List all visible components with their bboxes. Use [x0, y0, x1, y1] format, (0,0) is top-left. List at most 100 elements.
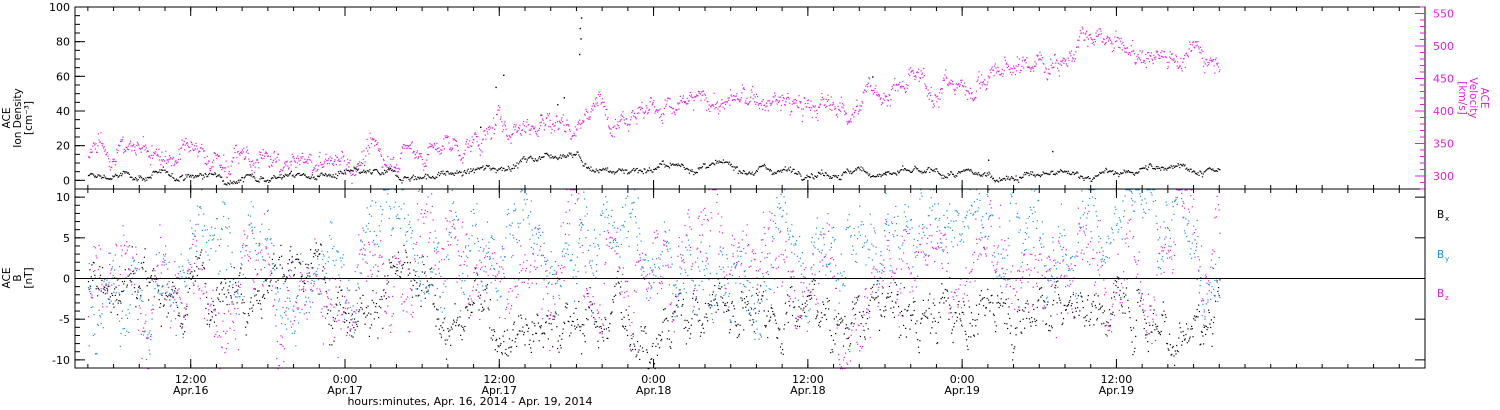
- data-point: [1109, 37, 1111, 39]
- data-point: [764, 109, 766, 112]
- data-point: [1086, 314, 1088, 316]
- data-point: [957, 84, 959, 86]
- data-point: [245, 244, 247, 247]
- data-point: [878, 302, 880, 304]
- data-point: [282, 306, 284, 309]
- data-point: [911, 171, 913, 173]
- data-point: [1037, 300, 1039, 302]
- data-point: [135, 306, 137, 308]
- data-point: [506, 169, 508, 171]
- data-point: [1173, 165, 1175, 167]
- data-point: [268, 285, 270, 287]
- data-point: [929, 92, 931, 94]
- data-point: [353, 167, 355, 169]
- data-point: [567, 320, 569, 322]
- data-point: [548, 112, 551, 115]
- data-point: [269, 281, 271, 283]
- data-point: [101, 176, 103, 178]
- data-point: [1087, 176, 1089, 178]
- data-point: [123, 171, 125, 173]
- data-point: [715, 311, 717, 313]
- data-point: [589, 169, 591, 171]
- data-point: [1014, 327, 1016, 329]
- data-point: [353, 175, 356, 177]
- data-point: [882, 102, 884, 104]
- data-point: [1134, 172, 1136, 174]
- data-point: [666, 317, 668, 319]
- data-point: [1032, 171, 1034, 173]
- data-point: [1074, 307, 1077, 309]
- data-point: [839, 102, 841, 104]
- data-point: [1185, 168, 1187, 170]
- data-point: [371, 299, 373, 301]
- data-point: [796, 105, 798, 107]
- data-point: [604, 169, 606, 171]
- data-point: [654, 368, 656, 370]
- data-point: [120, 302, 122, 304]
- data-point: [608, 330, 610, 332]
- data-point: [525, 318, 527, 320]
- data-point: [757, 168, 759, 170]
- data-point: [587, 166, 589, 168]
- data-point: [314, 178, 316, 180]
- data-point: [326, 175, 328, 177]
- data-point: [240, 293, 242, 295]
- data-point: [382, 327, 384, 329]
- data-point: [396, 171, 398, 173]
- data-point: [277, 176, 279, 178]
- data-point: [1196, 309, 1198, 311]
- data-point: [872, 90, 874, 92]
- data-point: [1096, 317, 1099, 320]
- data-point: [931, 100, 933, 102]
- data-point: [341, 172, 343, 174]
- data-point: [1157, 50, 1159, 52]
- data-point: [278, 259, 280, 261]
- data-point: [1191, 171, 1193, 173]
- data-point: [831, 104, 834, 106]
- data-point: [1041, 174, 1043, 176]
- data-point: [799, 325, 801, 328]
- data-point: [643, 330, 645, 332]
- data-point: [943, 177, 945, 179]
- data-point: [704, 316, 706, 318]
- data-point: [1175, 353, 1177, 355]
- data-point: [591, 170, 593, 172]
- data-point: [1008, 306, 1010, 308]
- data-point: [229, 180, 231, 182]
- data-point: [188, 174, 190, 176]
- data-point: [431, 175, 434, 178]
- data-point: [532, 158, 534, 160]
- data-point: [1074, 172, 1076, 175]
- data-point: [1063, 171, 1065, 173]
- data-point: [617, 281, 619, 283]
- data-point: [908, 68, 910, 70]
- data-point: [508, 167, 510, 169]
- data-point: [867, 82, 869, 84]
- data-point: [349, 171, 351, 173]
- data-point: [89, 151, 91, 153]
- data-point: [775, 322, 777, 324]
- data-point: [995, 67, 997, 69]
- data-point: [1155, 50, 1157, 52]
- data-point: [465, 143, 467, 145]
- data-point: [128, 274, 131, 276]
- data-point: [678, 164, 680, 166]
- data-point: [914, 78, 916, 80]
- data-point: [396, 175, 398, 177]
- data-point: [540, 125, 542, 127]
- data-point: [654, 112, 656, 114]
- data-point: [483, 130, 485, 132]
- data-point: [329, 344, 331, 346]
- data-point: [400, 271, 402, 273]
- data-point: [102, 177, 104, 179]
- data-point: [224, 203, 226, 205]
- data-point: [143, 261, 145, 264]
- data-point: [177, 306, 179, 308]
- data-point: [660, 113, 662, 116]
- data-point: [573, 153, 576, 156]
- data-point: [806, 300, 808, 302]
- data-point: [1139, 50, 1141, 52]
- data-point: [498, 346, 500, 348]
- data-point: [298, 160, 300, 162]
- data-point: [713, 92, 715, 94]
